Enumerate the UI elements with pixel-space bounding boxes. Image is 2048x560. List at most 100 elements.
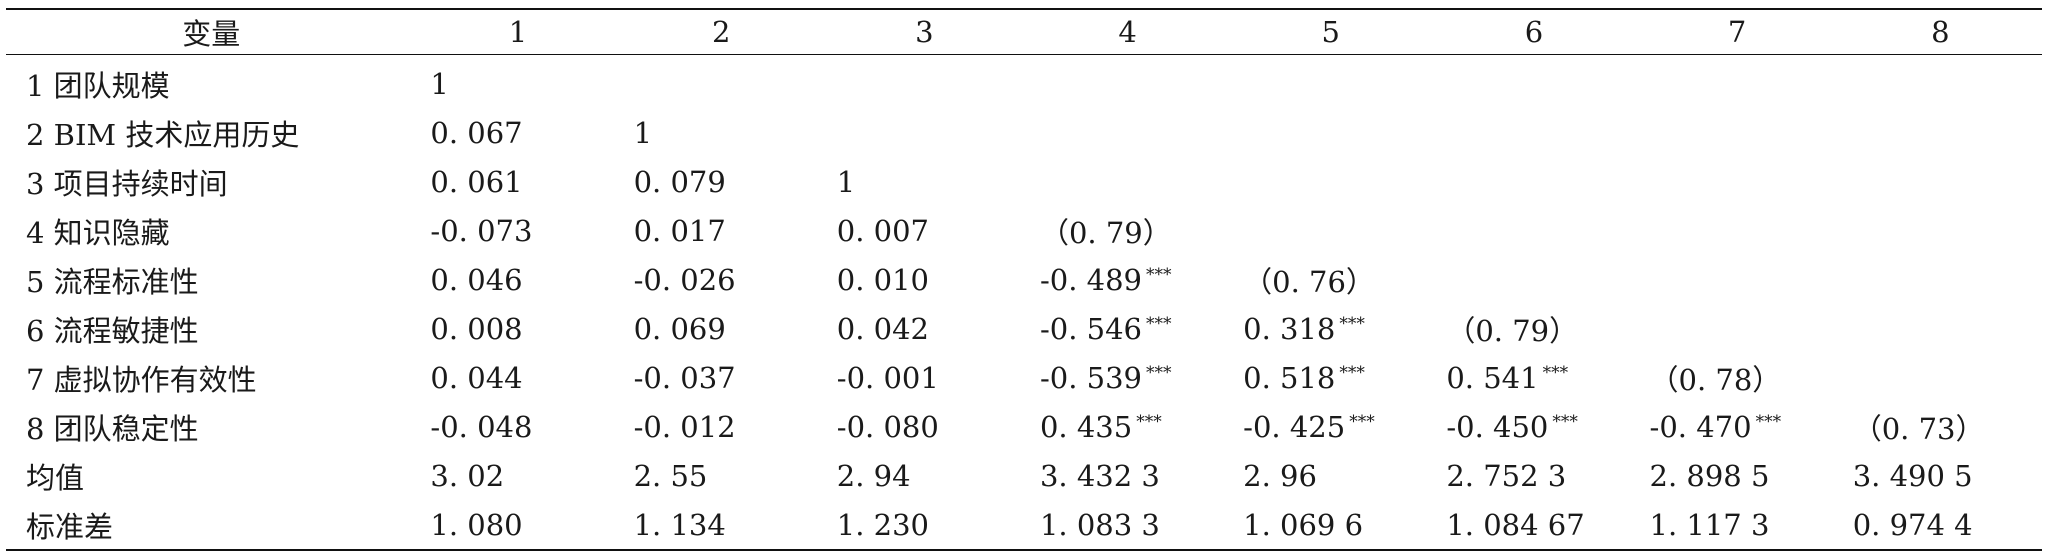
cell-value: -0. 425: [1243, 409, 1346, 444]
table-cell: （0. 79）: [1026, 206, 1229, 255]
table-cell: 2. 752 3: [1432, 451, 1635, 500]
table-cell: （0. 73）: [1839, 402, 2042, 451]
table-cell: 1: [620, 108, 823, 157]
table-cell: [1229, 108, 1432, 157]
cell-value: 0. 017: [633, 213, 726, 248]
cell-value: （0. 73）: [1852, 411, 1985, 446]
table-cell: （0. 76）: [1229, 255, 1432, 304]
cell-value: 0. 042: [836, 311, 930, 346]
table-cell: [1839, 206, 2042, 255]
table-cell: [1839, 157, 2042, 206]
table-cell: [1636, 206, 1839, 255]
row-label: 3 项目持续时间: [26, 166, 228, 201]
table-cell: [1839, 108, 2042, 157]
table-cell: 0. 067: [416, 108, 619, 157]
cell-value: 1. 080: [430, 507, 523, 542]
table-row: 7 虚拟协作有效性 0. 044 -0. 037 -0. 001 -0. 539 *** 0…: [6, 353, 2042, 402]
cell-value: 0. 067: [430, 115, 523, 150]
header-col-3: 3: [915, 15, 934, 49]
cell-value: 0. 069: [633, 311, 726, 346]
table-cell: 0. 974 4: [1839, 500, 2042, 550]
table-cell: 0. 046: [416, 255, 619, 304]
table-cell: [1026, 55, 1229, 109]
cell-value: 1. 134: [633, 507, 726, 542]
table-cell: 2. 94: [823, 451, 1026, 500]
table-cell: -0. 048: [416, 402, 619, 451]
table-cell: [1839, 353, 2042, 402]
table-body: 1 团队规模 1 2 BIM 技术应用历史 0. 067 1 3 项目持续时间 0. 061…: [6, 55, 2042, 550]
significance-marker: ***: [1339, 313, 1365, 334]
header-col-1: 1: [508, 15, 528, 49]
table-cell: 0. 008: [416, 304, 619, 353]
row-label: 4 知识隐藏: [26, 215, 170, 250]
table-row: 标准差 1. 080 1. 134 1. 230 1. 083 3 1. 069 6 1. …: [6, 500, 2042, 550]
row-label: 标准差: [26, 509, 114, 544]
table-cell: [1636, 304, 1839, 353]
table-cell: 0. 069: [620, 304, 823, 353]
cell-value: 1: [836, 164, 856, 199]
cell-value: -0. 470: [1649, 409, 1752, 444]
significance-marker: ***: [1339, 362, 1365, 383]
table-cell: 2. 55: [620, 451, 823, 500]
header-col-6: 6: [1524, 15, 1544, 49]
table-cell: 1. 084 67: [1432, 500, 1635, 550]
table-row: 8 团队稳定性 -0. 048 -0. 012 -0. 080 0. 435 *** -0.…: [6, 402, 2042, 451]
cell-value: 1. 069 6: [1243, 507, 1364, 542]
table-cell: [1839, 304, 2042, 353]
table-cell: 0. 518 ***: [1229, 353, 1432, 402]
table-cell: 3. 432 3: [1026, 451, 1229, 500]
table-cell: [1839, 255, 2042, 304]
header-col-2: 2: [711, 15, 731, 49]
table-cell: 0. 061: [416, 157, 619, 206]
table-cell: [1636, 157, 1839, 206]
table-cell: 1: [823, 157, 1026, 206]
cell-value: -0. 546: [1039, 311, 1142, 346]
cell-value: 1: [430, 66, 449, 101]
table-cell: 1: [416, 55, 619, 109]
cell-value: 0. 044: [430, 360, 523, 395]
table-cell: [1229, 206, 1432, 255]
table-cell: [1839, 55, 2042, 109]
table-cell: 1. 083 3: [1026, 500, 1229, 550]
cell-value: -0. 048: [430, 409, 533, 444]
table-cell: -0. 546 ***: [1026, 304, 1229, 353]
table-cell: 0. 042: [823, 304, 1026, 353]
cell-value: 3. 432 3: [1039, 458, 1160, 493]
table-cell: [1026, 157, 1229, 206]
correlation-table-container: 变量 1 2 3 4 5 6 7 8 1 团队规模 1 2 BIM 技术应用历史 0.…: [6, 8, 2042, 551]
table-cell: 1. 230: [823, 500, 1026, 550]
table-cell: -0. 037: [620, 353, 823, 402]
significance-marker: ***: [1146, 264, 1172, 285]
row-label: 8 团队稳定性: [26, 411, 199, 446]
table-cell: [1432, 108, 1635, 157]
table-cell: [1432, 206, 1635, 255]
table-cell: 0. 079: [620, 157, 823, 206]
table-row: 4 知识隐藏 -0. 073 0. 017 0. 007 （0. 79）: [6, 206, 2042, 255]
cell-value: -0. 489: [1039, 262, 1142, 297]
table-cell: -0. 450 ***: [1432, 402, 1635, 451]
cell-value: 1. 230: [836, 507, 930, 542]
cell-value: -0. 026: [633, 262, 736, 297]
table-row: 3 项目持续时间 0. 061 0. 079 1: [6, 157, 2042, 206]
table-cell: [1432, 255, 1635, 304]
cell-value: （0. 76）: [1243, 264, 1375, 299]
table-cell: [1229, 55, 1432, 109]
table-row: 2 BIM 技术应用历史 0. 067 1: [6, 108, 2042, 157]
table-cell: 0. 007: [823, 206, 1026, 255]
cell-value: 0. 435: [1039, 409, 1133, 444]
cell-value: -0. 001: [836, 360, 939, 395]
cell-value: 0. 079: [633, 164, 726, 199]
table-cell: 0. 318 ***: [1229, 304, 1432, 353]
cell-value: -0. 037: [633, 360, 736, 395]
cell-value: -0. 450: [1446, 409, 1549, 444]
cell-value: 0. 007: [836, 213, 930, 248]
table-cell: -0. 073: [416, 206, 619, 255]
table-cell: 2. 96: [1229, 451, 1432, 500]
table-cell: 0. 541 ***: [1432, 353, 1635, 402]
table-cell: [823, 55, 1026, 109]
table-cell: -0. 470 ***: [1636, 402, 1839, 451]
table-cell: -0. 539 ***: [1026, 353, 1229, 402]
cell-value: 2. 752 3: [1446, 458, 1567, 493]
significance-marker: ***: [1542, 362, 1569, 383]
significance-marker: ***: [1349, 411, 1375, 432]
